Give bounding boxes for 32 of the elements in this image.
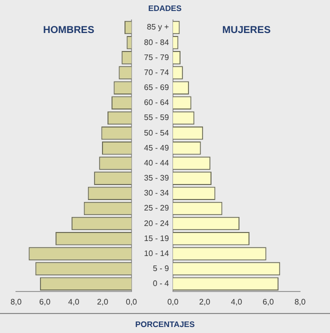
x-tick-label: 4,0 [68, 297, 80, 306]
y-tick-label: 30 - 34 [144, 188, 170, 198]
y-tick-label: 0 - 4 [152, 279, 170, 288]
y-tick-label: 25 - 29 [144, 204, 170, 213]
y-tick-label: 60 - 64 [144, 98, 170, 108]
y-tick-label: 55 - 59 [144, 113, 170, 122]
x-tick-label: 8,0 [294, 297, 306, 306]
x-tick-label: 6,0 [262, 297, 274, 306]
y-tick-label: 10 - 14 [144, 248, 170, 258]
y-tick-label: 20 - 24 [144, 218, 170, 228]
y-tick-label: 40 - 44 [144, 158, 170, 168]
x-tick-label: 2,0 [199, 297, 211, 306]
text: MUJERES [222, 25, 271, 36]
y-tick-label: 85 y + [146, 22, 170, 32]
y-axis-title: EDADES [148, 4, 182, 13]
x-axis-title: PORCENTAJES [135, 320, 195, 329]
x-tick-label: 6,0 [39, 297, 51, 306]
x-tick-label: 8,0 [10, 297, 22, 306]
y-tick-label: 65 - 69 [144, 83, 170, 92]
text: HOMBRES [43, 25, 94, 36]
y-tick-label: 5 - 9 [152, 264, 170, 273]
y-tick-label: 15 - 19 [144, 234, 170, 243]
y-tick-label: 70 - 74 [144, 68, 170, 77]
x-tick-label: 4,0 [230, 297, 243, 306]
y-tick-label: 50 - 54 [144, 128, 170, 138]
x-tick-label: 0,0 [167, 297, 180, 306]
y-tick-label: 35 - 39 [144, 174, 170, 183]
y-tick-label: 75 - 79 [144, 52, 170, 62]
y-tick-label: 80 - 84 [144, 38, 170, 47]
x-tick-label: 2,0 [97, 297, 109, 306]
y-tick-label: 45 - 49 [144, 143, 170, 152]
x-tick-label: 0,0 [126, 297, 138, 306]
